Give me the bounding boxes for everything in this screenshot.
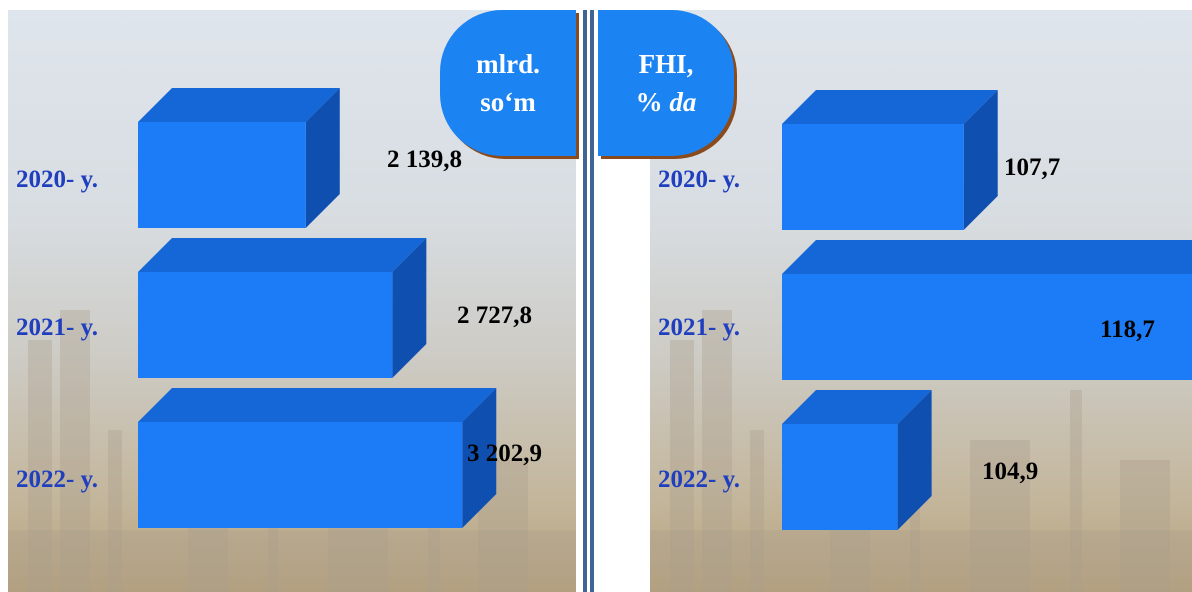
bar	[782, 240, 1192, 380]
bar-top	[782, 390, 932, 424]
bar	[138, 238, 427, 378]
bar-side	[963, 90, 998, 230]
left-bar-chart	[8, 88, 576, 592]
data-label: 2 727,8	[457, 302, 532, 329]
bar-front	[782, 424, 898, 530]
category-label: 2021- y.	[658, 314, 740, 341]
unit-label-da: da	[669, 87, 697, 117]
bar-top	[138, 388, 497, 422]
bar-front	[138, 272, 393, 378]
category-label: 2022- y.	[16, 466, 98, 493]
unit-badge-left: mlrd. so‘m	[440, 10, 576, 156]
right-bar-chart	[650, 90, 1192, 592]
bar-side	[305, 88, 340, 228]
bar-front	[782, 124, 964, 230]
bar-side	[897, 390, 932, 530]
category-label: 2022- y.	[658, 466, 740, 493]
data-label: 107,7	[1004, 154, 1061, 181]
category-label: 2020- y.	[16, 166, 98, 193]
unit-label-line-2: so‘m	[480, 87, 536, 117]
data-label: 2 139,8	[387, 146, 462, 173]
bar	[138, 388, 497, 528]
data-label: 104,9	[982, 458, 1039, 485]
category-label: 2020- y.	[658, 166, 740, 193]
unit-label-line-1: FHI,	[638, 49, 694, 79]
right-chart-panel	[650, 10, 1192, 592]
data-label: 118,7	[1100, 316, 1155, 343]
panel-divider	[583, 10, 587, 592]
unit-label-line-1: mlrd.	[476, 49, 540, 79]
bar-side	[392, 238, 427, 378]
bar-top	[138, 88, 340, 122]
bar-top	[782, 90, 998, 124]
unit-label-percent: %	[635, 87, 670, 117]
bar	[138, 88, 340, 228]
panel-divider	[590, 10, 594, 592]
bar	[782, 390, 932, 530]
data-label: 3 202,9	[467, 440, 542, 467]
bar	[782, 90, 998, 230]
category-label: 2021- y.	[16, 314, 98, 341]
unit-label-line-2: % da	[636, 83, 697, 121]
bar-front	[138, 422, 463, 528]
bar-side	[462, 388, 497, 528]
bar-front	[782, 274, 1192, 380]
bar-top	[138, 238, 427, 272]
unit-badge-right: FHI, % da	[598, 10, 734, 156]
bar-top	[782, 240, 1192, 274]
bar-front	[138, 122, 306, 228]
